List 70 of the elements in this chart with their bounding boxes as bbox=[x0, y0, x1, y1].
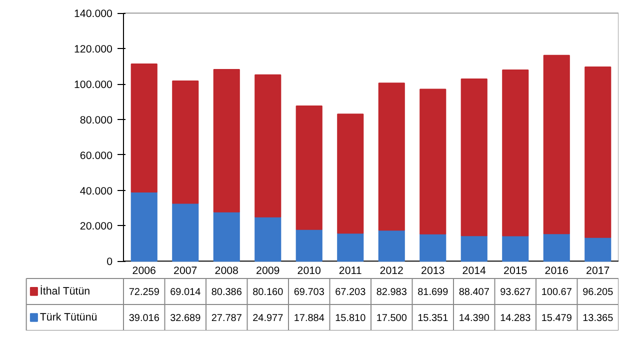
bar bbox=[543, 233, 570, 262]
x-tick-label: 2010 bbox=[297, 264, 322, 277]
data-label: 69.703 bbox=[294, 286, 325, 298]
x-tick-label: 2014 bbox=[462, 264, 486, 277]
x-tick-label: 2015 bbox=[504, 264, 528, 277]
data-label: 81.699 bbox=[418, 286, 449, 298]
y-tick-label: 120.000 bbox=[74, 44, 113, 56]
bar bbox=[130, 191, 158, 262]
x-tick-label: 2006 bbox=[132, 264, 156, 277]
x-tick-label: 2011 bbox=[338, 264, 362, 277]
y-tick-label: 0 bbox=[106, 256, 113, 268]
data-label: 82.983 bbox=[376, 286, 408, 298]
bar bbox=[213, 211, 240, 262]
bar bbox=[254, 216, 282, 262]
x-tick-label: 2009 bbox=[256, 264, 280, 277]
legend-label: Türk Tütünü bbox=[40, 311, 98, 324]
data-label: 67.203 bbox=[335, 286, 366, 298]
data-label: 80.386 bbox=[211, 286, 242, 298]
bar bbox=[378, 82, 405, 231]
data-label: 39.016 bbox=[128, 312, 160, 324]
bar bbox=[378, 230, 405, 262]
data-label: 15.479 bbox=[541, 312, 572, 324]
y-tick-label: 140.000 bbox=[74, 8, 113, 20]
bar bbox=[130, 64, 158, 192]
x-tick-label: 2017 bbox=[586, 264, 610, 277]
bar bbox=[172, 80, 199, 204]
data-label: 24.977 bbox=[252, 312, 284, 324]
bar bbox=[460, 78, 488, 236]
data-label: 17.500 bbox=[376, 312, 408, 324]
bar bbox=[254, 74, 282, 218]
bar bbox=[584, 236, 612, 262]
bar bbox=[420, 233, 446, 262]
data-label: 17.884 bbox=[294, 312, 325, 324]
bar bbox=[296, 105, 322, 230]
y-tick-label: 20.000 bbox=[80, 220, 113, 233]
bar bbox=[460, 235, 488, 262]
x-tick-label: 2016 bbox=[544, 264, 569, 277]
data-label: 32.689 bbox=[170, 312, 202, 324]
x-tick-label: 2012 bbox=[380, 264, 404, 277]
bar bbox=[213, 69, 240, 212]
bar bbox=[543, 54, 570, 234]
bar bbox=[337, 114, 364, 234]
y-tick-label: 80.000 bbox=[80, 114, 113, 126]
data-label: 27.787 bbox=[211, 312, 242, 324]
data-label: 93.627 bbox=[500, 286, 532, 298]
data-label: 13.365 bbox=[582, 312, 614, 324]
bar bbox=[296, 228, 322, 262]
bar bbox=[502, 235, 529, 262]
x-tick-label: 2013 bbox=[421, 264, 445, 277]
data-label: 14.283 bbox=[500, 312, 532, 324]
bar bbox=[337, 232, 364, 262]
y-tick-label: 100.000 bbox=[74, 79, 113, 92]
data-label: 15.351 bbox=[418, 312, 449, 324]
bar bbox=[172, 202, 199, 262]
data-label: 88.407 bbox=[458, 286, 490, 298]
x-tick-label: 2008 bbox=[214, 264, 239, 277]
data-label: 14.390 bbox=[458, 312, 490, 324]
y-tick-label: 40.000 bbox=[80, 185, 113, 198]
data-label: 96.205 bbox=[582, 286, 614, 298]
y-tick-label: 60.000 bbox=[80, 150, 113, 162]
data-label: 80.160 bbox=[252, 286, 284, 298]
legend-label: İthal Tütün bbox=[40, 284, 90, 298]
data-label: 72.259 bbox=[128, 286, 160, 298]
data-label: 100.67 bbox=[541, 286, 572, 298]
bar bbox=[584, 66, 612, 238]
x-tick-label: 2007 bbox=[174, 264, 198, 277]
data-label: 69.014 bbox=[170, 286, 202, 298]
data-label: 15.810 bbox=[335, 312, 366, 324]
bar bbox=[420, 88, 446, 234]
bar bbox=[502, 70, 529, 236]
